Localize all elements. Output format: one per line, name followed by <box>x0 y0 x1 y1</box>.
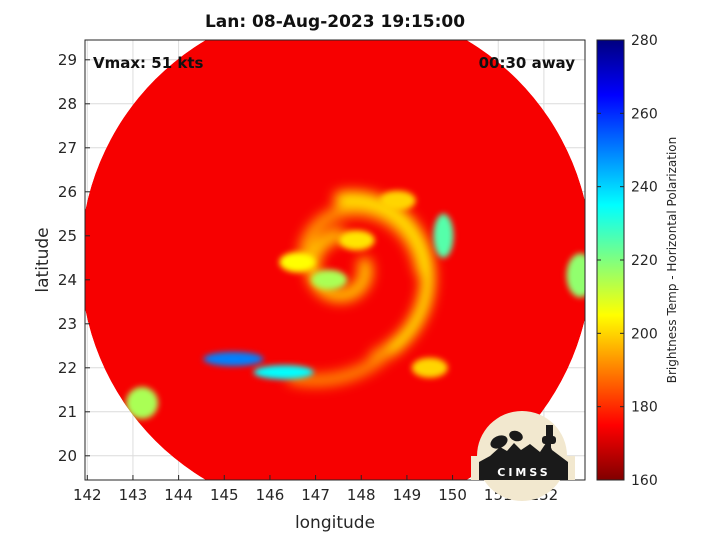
chart-title: Lan: 08-Aug-2023 19:15:00 <box>205 12 465 32</box>
feature-eyewall-north <box>338 230 375 251</box>
y-axis-ticks: 20 21 22 23 24 25 26 27 28 29 <box>58 51 90 465</box>
time-away-annotation: 00:30 away <box>479 54 576 72</box>
colorbar-tick-label: 200 <box>631 326 658 342</box>
colorbar-tick-label: 260 <box>631 106 658 122</box>
feature-rainband-west-tail <box>253 365 314 380</box>
eastern-spiral-band <box>333 190 435 365</box>
y-axis-label: latitude <box>33 227 53 292</box>
inner-spiral-band <box>298 204 427 277</box>
microwave-swath <box>85 40 585 480</box>
colorbar-tick-label: 280 <box>631 33 658 49</box>
y-tick-label: 27 <box>58 139 77 157</box>
y-tick-label: 23 <box>58 315 77 333</box>
eyewall-band <box>305 228 373 303</box>
feature-southwest-edge <box>126 387 159 419</box>
feature-eyewall-west <box>279 252 316 273</box>
x-tick-label: 142 <box>73 486 102 504</box>
swath-background <box>85 40 585 480</box>
x-tick-label: 144 <box>164 486 193 504</box>
colorbar-label: Brightness Temp - Horizontal Polarizatio… <box>665 137 679 384</box>
y-tick-label: 28 <box>58 95 77 113</box>
feature-rainband-west-core <box>203 352 264 366</box>
colorbar-tick-label: 160 <box>631 473 658 489</box>
y-tick-label: 25 <box>58 227 77 245</box>
colorbar-tick-label: 180 <box>631 400 658 416</box>
x-tick-label: 146 <box>256 486 285 504</box>
feature-outer-band-north <box>379 190 416 211</box>
x-axis-label: longitude <box>295 513 375 533</box>
feature-inner-eyewall <box>311 269 348 290</box>
y-tick-label: 21 <box>58 403 77 421</box>
x-tick-label: 147 <box>301 486 330 504</box>
y-tick-label: 24 <box>58 271 77 289</box>
axes-frame <box>84 39 586 481</box>
feature-outer-band-east <box>433 213 454 258</box>
y-tick-label: 26 <box>58 183 77 201</box>
feature-east-edge <box>566 253 585 298</box>
spiral-bands <box>287 190 435 387</box>
x-tick-label: 149 <box>393 486 422 504</box>
cimss-logo: CIMSS <box>471 411 575 501</box>
x-tick-label: 150 <box>438 486 467 504</box>
x-axis-ticks: 142143144145146147148149150151152 <box>73 475 558 504</box>
logo-text: CIMSS <box>497 466 550 479</box>
colorbar: 160 180 200 220 240 260 280 Brightness Temp - … <box>596 33 679 489</box>
y-tick-label: 22 <box>58 359 77 377</box>
colorbar-tick-label: 240 <box>631 180 658 196</box>
southern-spiral-band <box>287 347 393 387</box>
x-tick-label: 143 <box>119 486 148 504</box>
vmax-annotation: Vmax: 51 kts <box>93 54 203 72</box>
colorbar-gradient <box>596 39 625 481</box>
colorbar-ticks: 160 180 200 220 240 260 280 <box>597 33 658 489</box>
feature-southeast-band <box>411 357 448 378</box>
colorbar-tick-label: 220 <box>631 253 658 269</box>
convective-features <box>126 190 585 419</box>
y-tick-label: 29 <box>58 51 77 69</box>
x-tick-label: 148 <box>347 486 376 504</box>
x-tick-label: 145 <box>210 486 239 504</box>
y-tick-label: 20 <box>58 447 77 465</box>
